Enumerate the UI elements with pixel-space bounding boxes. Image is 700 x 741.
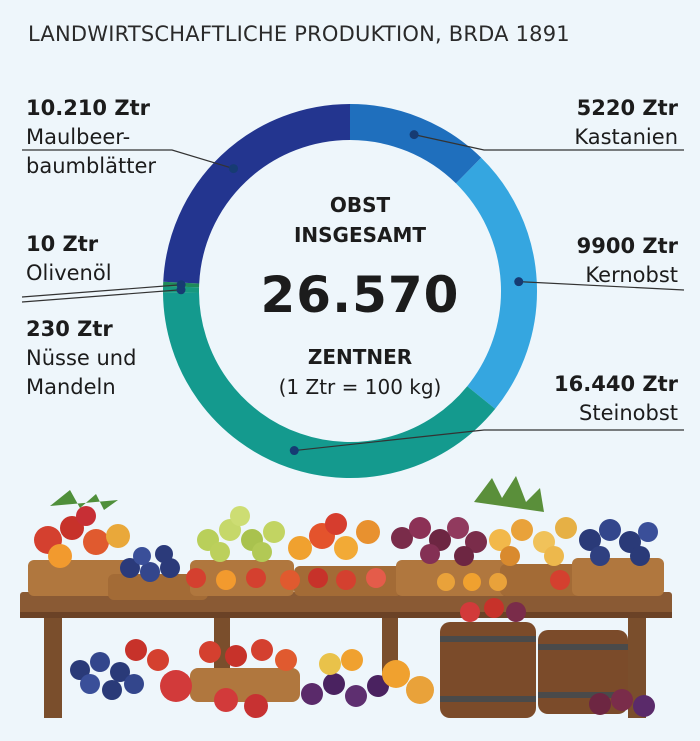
donut-center: OBST INSGESAMT 26.570 ZENTNER (1 Ztr = 1… <box>215 190 505 402</box>
slice-value: 9900 Ztr <box>576 234 678 258</box>
slice-label-kernobst: 9900 Ztr Kernobst <box>577 232 678 290</box>
slice-name: Kastanien <box>574 125 678 149</box>
basket <box>108 574 208 600</box>
leader-line-4 <box>21 284 182 298</box>
fruit-pile-top <box>34 476 658 591</box>
basket <box>190 668 300 702</box>
slice-label-steinobst: 16.440 Ztr Steinobst <box>554 370 678 428</box>
slice-label-olivenoel: 10 Ztr Olivenöl <box>26 230 112 288</box>
center-heading: OBST INSGESAMT <box>293 193 427 247</box>
leader-marker-5 <box>228 164 238 174</box>
table-leg <box>44 618 62 718</box>
slice-label-kastanien: 5220 Ztr Kastanien <box>574 94 678 152</box>
slice-value: 16.440 Ztr <box>554 372 678 396</box>
leader-marker-2 <box>289 446 299 456</box>
donut-slice-0 <box>349 104 482 184</box>
table-leg <box>628 618 646 718</box>
slice-name: Kernobst <box>585 263 678 287</box>
fruit-pile-bottom <box>70 598 655 718</box>
basket <box>572 558 664 596</box>
leader-marker-0 <box>409 130 419 140</box>
leader-line-0 <box>413 134 684 151</box>
center-total: 26.570 <box>260 266 460 324</box>
slice-value: 10 Ztr <box>26 232 99 256</box>
slice-name: Nüsse und Mandeln <box>26 346 137 399</box>
leader-line-1 <box>518 281 685 291</box>
leader-marker-4 <box>176 280 186 290</box>
slice-value: 5220 Ztr <box>576 96 678 120</box>
slice-label-maulbeer: 10.210 Ztr Maulbeer- baumblätter <box>26 94 156 181</box>
slice-label-nuesse: 230 Ztr Nüsse und Mandeln <box>26 315 136 402</box>
market-stall-illustration <box>20 476 672 718</box>
slice-name: Steinobst <box>579 401 678 425</box>
leader-line-5 <box>22 149 234 170</box>
leader-marker-1 <box>514 277 524 287</box>
slice-value: 230 Ztr <box>26 317 113 341</box>
basket <box>190 560 294 596</box>
slice-name: Olivenöl <box>26 261 112 285</box>
center-unit: ZENTNER <box>307 345 413 369</box>
center-note: (1 Ztr = 100 kg) <box>278 375 442 399</box>
barrel <box>440 622 536 718</box>
leader-line-2 <box>294 429 684 452</box>
slice-name: Maulbeer- baumblätter <box>26 125 157 178</box>
leader-lines <box>21 130 685 456</box>
chart-title: LANDWIRTSCHAFTLICHE PRODUKTION, BRDA 189… <box>28 22 570 46</box>
table-leg <box>214 618 230 678</box>
slice-value: 10.210 Ztr <box>26 96 150 120</box>
leader-line-3 <box>21 289 182 303</box>
